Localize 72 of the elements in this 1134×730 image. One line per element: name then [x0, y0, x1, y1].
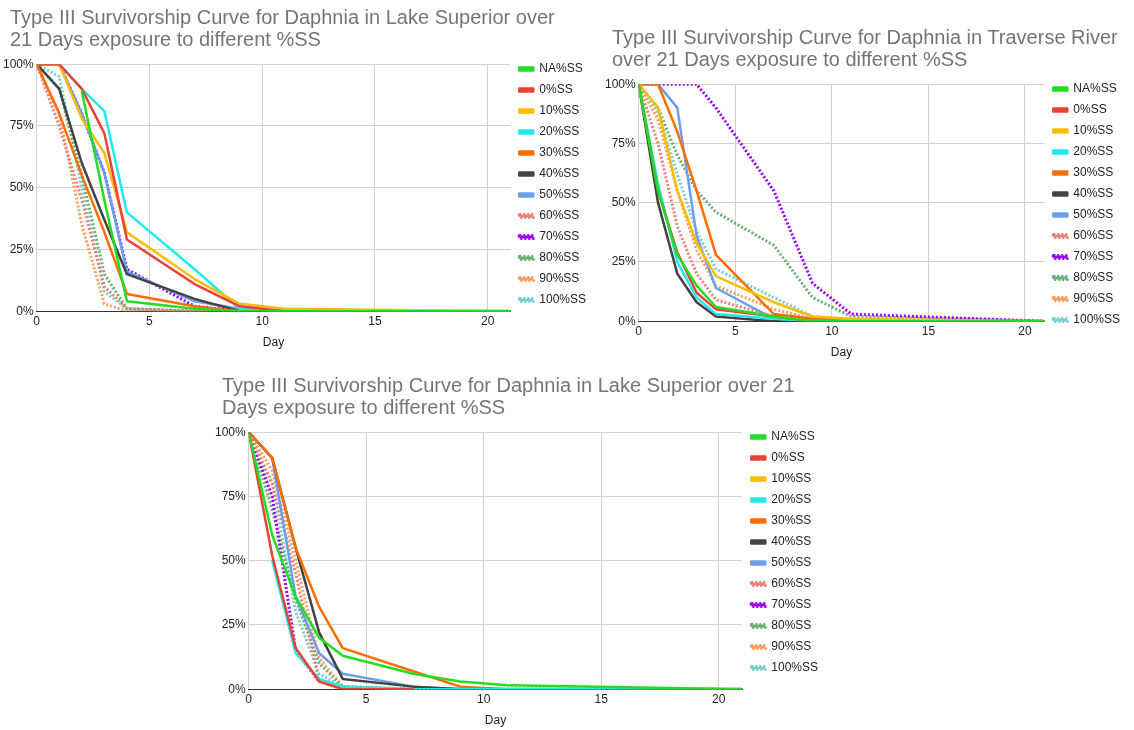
y-tick-label: 75% — [221, 488, 247, 503]
legend-label: 60%SS — [771, 576, 812, 591]
legend-label: 0%SS — [771, 450, 805, 465]
legend-label: 10%SS — [539, 103, 580, 118]
x-tick-label: 20 — [1018, 323, 1032, 338]
legend-label: 40%SS — [771, 534, 812, 549]
y-tick-label: 0% — [228, 681, 247, 696]
legend-label: 30%SS — [539, 145, 580, 160]
x-tick-label: 10 — [255, 313, 270, 328]
x-tick-label: 5 — [146, 313, 154, 328]
x-tick-label: 15 — [368, 313, 382, 328]
y-tick-label: 25% — [611, 254, 637, 269]
legend-label: 50%SS — [1073, 207, 1114, 222]
legend-label: 30%SS — [771, 513, 812, 528]
legend-label: NA%SS — [539, 61, 583, 76]
y-tick-label: 0% — [16, 303, 35, 318]
x-tick-label: 10 — [825, 323, 839, 338]
x-axis-title: Day — [830, 345, 853, 360]
legend-label: 10%SS — [771, 471, 812, 486]
legend-label: 0%SS — [539, 82, 573, 97]
x-tick-label: 20 — [712, 691, 726, 706]
legend-label: 70%SS — [1073, 249, 1114, 264]
y-tick-label: 25% — [221, 617, 247, 632]
x-tick-label: 0 — [33, 313, 41, 328]
y-tick-label: 100% — [2, 56, 35, 71]
legend-label: 20%SS — [771, 492, 812, 507]
legend-label: NA%SS — [771, 429, 815, 444]
legend-label: 10%SS — [1073, 123, 1114, 138]
legend-label: 100%SS — [1073, 312, 1120, 327]
legend-label: 70%SS — [771, 597, 812, 612]
legend-label: 20%SS — [539, 124, 580, 139]
y-tick-label: 50% — [221, 553, 247, 568]
legend-label: 0%SS — [1073, 102, 1107, 117]
legend-label: 90%SS — [539, 271, 580, 286]
x-tick-label: 0 — [245, 691, 253, 706]
y-tick-label: 100% — [214, 424, 247, 439]
x-tick-label: 15 — [594, 691, 609, 706]
y-tick-label: 0% — [618, 313, 637, 328]
x-axis-title: Day — [484, 713, 507, 728]
legend-label: 50%SS — [771, 555, 812, 570]
x-tick-label: 5 — [731, 323, 739, 338]
legend-label: 40%SS — [539, 166, 580, 181]
y-tick-label: 75% — [611, 135, 637, 150]
legend-label: 90%SS — [771, 639, 812, 654]
y-tick-label: 100% — [604, 76, 637, 91]
legend-label: 80%SS — [771, 618, 812, 633]
legend-label: 80%SS — [1073, 270, 1114, 285]
x-tick-label: 5 — [362, 691, 370, 706]
x-tick-label: 20 — [481, 313, 495, 328]
legend-label: 20%SS — [1073, 144, 1114, 159]
x-tick-label: 10 — [477, 691, 491, 706]
legend-label: 80%SS — [539, 250, 580, 265]
legend-label: 50%SS — [539, 187, 580, 202]
x-tick-label: 0 — [635, 323, 643, 338]
legend-label: 60%SS — [1073, 228, 1114, 243]
legend-label: 30%SS — [1073, 165, 1114, 180]
legend-label: 100%SS — [771, 660, 818, 675]
x-axis-title: Day — [262, 335, 285, 350]
chart-title: Type III Survivorship Curve for Daphnia in Lake Superior over 21 Days exposure to different %SS — [10, 6, 556, 50]
legend-label: 100%SS — [539, 292, 586, 307]
x-tick-label: 15 — [921, 323, 936, 338]
y-tick-label: 75% — [9, 118, 35, 133]
legend-label: 60%SS — [539, 208, 580, 223]
y-tick-label: 50% — [611, 195, 637, 210]
y-tick-label: 50% — [9, 180, 35, 195]
legend-label: 70%SS — [539, 229, 580, 244]
chart-title: Type III Survivorship Curve for Daphnia in Traverse River over 21 Days exposure to different %SS — [612, 26, 1119, 70]
y-tick-label: 25% — [9, 241, 35, 256]
chart-title: Type III Survivorship Curve for Daphnia in Lake Superior over 21 Days exposure to different %SS — [222, 374, 796, 418]
legend-label: 90%SS — [1073, 291, 1114, 306]
legend-label: 40%SS — [1073, 186, 1114, 201]
legend-label: NA%SS — [1073, 81, 1117, 96]
